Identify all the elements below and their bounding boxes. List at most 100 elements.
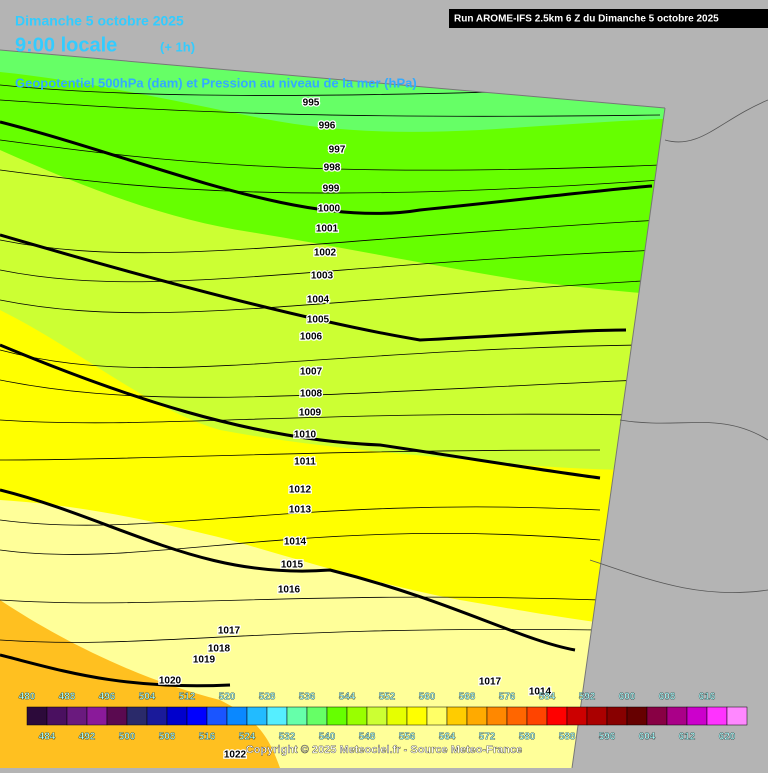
isobar-label: 1017 xyxy=(218,626,241,637)
legend-label: 572 xyxy=(479,732,496,743)
legend-label: 488 xyxy=(59,692,76,703)
color-swatch xyxy=(366,706,388,726)
legend-label: 520 xyxy=(219,692,236,703)
legend-label: 504 xyxy=(139,692,156,703)
color-swatch xyxy=(86,706,108,726)
legend-label: 592 xyxy=(579,692,596,703)
thick-isobars xyxy=(0,120,653,688)
color-swatch xyxy=(246,706,268,726)
color-swatch xyxy=(166,706,188,726)
color-swatch xyxy=(426,706,448,726)
legend-label: 620 xyxy=(719,732,736,743)
legend-label: 524 xyxy=(239,732,256,743)
isobar-label: 1011 xyxy=(294,457,316,468)
thin-isobars xyxy=(0,84,661,643)
borders xyxy=(589,99,768,593)
isobar-label: 999 xyxy=(323,184,340,195)
isobar-label: 1006 xyxy=(300,332,323,343)
legend-label: 596 xyxy=(599,732,616,743)
legend-label: 548 xyxy=(359,732,376,743)
color-swatch xyxy=(346,706,368,726)
color-swatch xyxy=(446,706,468,726)
isobar-label: 995 xyxy=(303,98,320,109)
legend-label: 556 xyxy=(399,732,416,743)
legend-label: 568 xyxy=(459,692,476,703)
color-swatch xyxy=(726,706,748,726)
isobar-label: 1020 xyxy=(159,676,182,687)
color-swatch xyxy=(186,706,208,726)
domain-edge xyxy=(571,107,666,769)
color-swatch xyxy=(66,706,88,726)
isobar-label: 1013 xyxy=(289,505,312,516)
legend-label: 588 xyxy=(559,732,576,743)
color-swatch xyxy=(126,706,148,726)
isobar-label: 1008 xyxy=(300,389,323,400)
isobar-label: 996 xyxy=(319,121,336,132)
color-swatch xyxy=(506,706,528,726)
color-swatch xyxy=(226,706,248,726)
legend-label: 604 xyxy=(639,732,656,743)
color-swatch xyxy=(326,706,348,726)
parameter: Geopotentiel 500hPa (dam) et Pression au… xyxy=(15,75,417,90)
offset: (+ 1h) xyxy=(160,39,195,54)
legend-label: 560 xyxy=(419,692,436,703)
isobar-label: 1002 xyxy=(314,248,337,259)
color-swatch xyxy=(646,706,668,726)
legend-label: 608 xyxy=(659,692,676,703)
color-swatch xyxy=(306,706,328,726)
legend-label: 512 xyxy=(179,692,196,703)
legend-label: 528 xyxy=(259,692,276,703)
legend-label: 616 xyxy=(699,692,716,703)
color-swatch xyxy=(146,706,168,726)
run-box xyxy=(449,9,768,28)
legend-label: 508 xyxy=(159,732,176,743)
color-swatch xyxy=(406,706,428,726)
legend-label: 576 xyxy=(499,692,516,703)
legend-label: 492 xyxy=(79,732,96,743)
time: 9:00 locale xyxy=(15,34,117,56)
domain-edge xyxy=(0,49,666,109)
legend-label: 480 xyxy=(19,692,36,703)
legend-label: 496 xyxy=(99,692,116,703)
isobar-label: 1017 xyxy=(479,677,502,688)
color-swatch xyxy=(486,706,508,726)
isobar-label: 1010 xyxy=(294,430,317,441)
legend-label: 564 xyxy=(439,732,456,743)
isobar-label: 997 xyxy=(329,145,346,156)
color-swatch xyxy=(686,706,708,726)
isobar-label: 1003 xyxy=(311,271,334,282)
isobar-label: 1014 xyxy=(529,687,552,698)
legend-label: 536 xyxy=(299,692,316,703)
legend-label: 612 xyxy=(679,732,696,743)
legend-label: 584 xyxy=(539,692,556,703)
isobar-label: 1012 xyxy=(289,485,312,496)
legend-label: 500 xyxy=(119,732,136,743)
isobar-label: 1009 xyxy=(299,408,322,419)
color-swatch xyxy=(626,706,648,726)
isobar-label: 1000 xyxy=(318,204,341,215)
legend-label: 540 xyxy=(319,732,336,743)
isobar-label: 1019 xyxy=(193,655,216,666)
color-swatch xyxy=(606,706,628,726)
legend-label: 580 xyxy=(519,732,536,743)
isobar-label: 1001 xyxy=(316,224,339,235)
color-swatch xyxy=(586,706,608,726)
legend-label: 552 xyxy=(379,692,396,703)
legend-label: 484 xyxy=(39,732,56,743)
isobar-label: 998 xyxy=(324,163,341,174)
copyright: Copyright © 2025 Meteociel.fr - Source M… xyxy=(246,744,522,756)
color-swatch xyxy=(26,706,48,726)
isobar-label: 1014 xyxy=(284,537,307,548)
color-swatch xyxy=(566,706,588,726)
color-swatch xyxy=(106,706,128,726)
legend-label: 532 xyxy=(279,732,296,743)
legend-label: 600 xyxy=(619,692,636,703)
isobar-label: 1005 xyxy=(307,315,330,326)
run: Run AROME-IFS 2.5km 6 Z du Dimanche 5 oc… xyxy=(454,14,719,25)
color-swatch xyxy=(266,706,288,726)
color-swatch xyxy=(466,706,488,726)
isobar-label: 1007 xyxy=(300,367,323,378)
color-swatch xyxy=(706,706,728,726)
legend-label: 516 xyxy=(199,732,216,743)
